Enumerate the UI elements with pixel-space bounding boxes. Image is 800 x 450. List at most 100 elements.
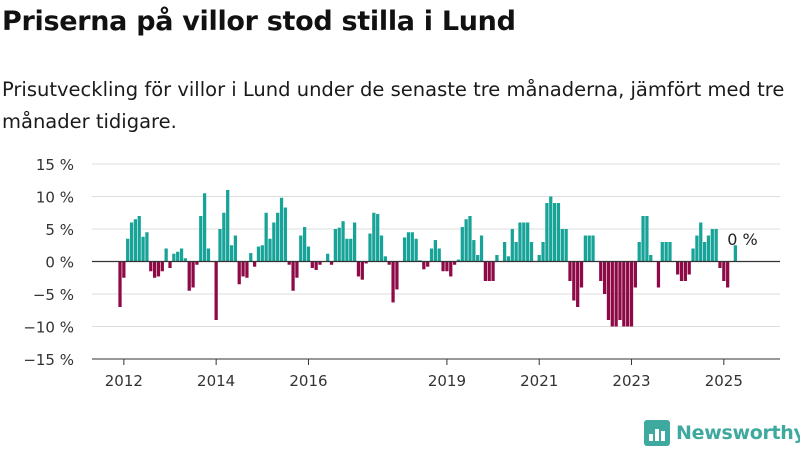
bar [714,229,718,262]
bar [449,261,453,277]
bar [249,253,253,262]
bar [268,238,272,262]
bar [552,203,557,262]
bar [526,222,530,262]
bar [564,229,568,262]
bar [318,261,322,265]
bar [506,256,511,262]
bar [245,261,249,278]
bar [676,261,680,275]
bar [287,261,291,265]
bar [299,235,303,262]
bar [383,256,387,262]
bar [276,212,280,262]
bar [379,235,384,262]
bar [483,261,487,281]
brand-logo: Newsworthy [644,419,800,447]
bar [302,227,307,262]
bar [456,259,461,262]
bar [226,190,230,262]
y-tick-label: 15 % [36,156,74,174]
bar [591,235,595,262]
bar [541,242,545,262]
bar [622,261,626,327]
bar [687,261,691,275]
bar [152,261,157,278]
bar [491,261,495,281]
bar [495,255,499,262]
tick-labels: 15 % 10 % 5 % 0 % −5 % −10 % −15 % 2012 2014 2016… [23,156,757,390]
bar [568,261,572,281]
bar [272,222,276,262]
bar [529,242,534,262]
bar [472,240,476,262]
bar [387,261,391,265]
bar [233,235,238,262]
bar [122,261,126,278]
bar [522,222,526,262]
bar [426,261,430,267]
bar [433,240,437,262]
bar [337,227,341,262]
bar [445,261,449,272]
x-tick-label: 2021 [520,372,558,390]
bar [256,246,261,262]
x-tick-label: 2023 [612,372,650,390]
bar [641,216,645,262]
bar [476,255,480,262]
bar [560,229,564,262]
bar [283,207,288,262]
bar [683,261,687,281]
y-tick-label: 5 % [45,221,74,239]
y-tick-label: 10 % [36,189,74,207]
bar [695,235,699,262]
bar [191,261,195,288]
bar [310,261,314,268]
x-tick-label: 2019 [428,372,466,390]
bar [452,261,457,265]
bar [129,222,134,262]
bar [487,261,491,281]
bar [545,203,549,262]
bar [726,261,730,288]
bar [660,242,664,262]
bar [664,242,668,262]
bar [222,212,226,262]
x-tick-label: 2012 [105,372,143,390]
bar [549,196,553,262]
bar [572,261,576,301]
bar [372,212,376,262]
bar [345,238,349,262]
bar [356,261,361,277]
bar [176,251,180,262]
axes [92,260,780,365]
bar [206,248,211,262]
bar [164,248,168,262]
bar [464,219,468,262]
bar [410,232,414,262]
bars [118,190,737,327]
bar [626,261,630,327]
bar [241,261,245,277]
page-subtitle: Prisutveckling för villor i Lund under d… [2,78,785,133]
bar [414,238,418,262]
bar [352,222,357,262]
bar [199,216,203,262]
bar [214,261,218,320]
bar [656,261,661,288]
bar [479,235,484,262]
bar [360,261,364,280]
bar [264,212,268,262]
bar [279,197,284,262]
bar [710,229,714,262]
bar [376,214,380,262]
bar [633,261,637,288]
latest-value-annotation: 0 % [727,230,757,249]
bar [637,242,641,262]
bar [733,245,737,262]
bar [468,216,472,262]
bar [156,261,161,277]
y-tick-label: −5 % [33,286,74,304]
bar [172,253,176,262]
bar [668,242,672,262]
